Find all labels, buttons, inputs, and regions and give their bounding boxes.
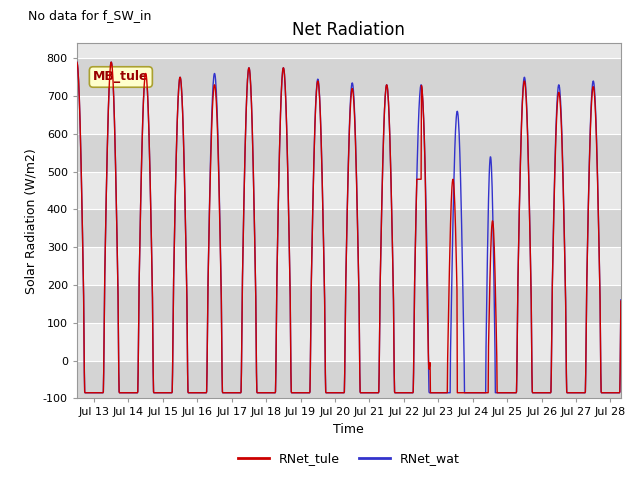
RNet_wat [493, 390, 501, 396]
Y-axis label: Solar Radiation (W/m2): Solar Radiation (W/m2) [24, 148, 37, 294]
Bar [77, 58, 621, 96]
RNet_wat [302, 390, 310, 396]
Bar [77, 247, 621, 285]
RNet_tule [136, 256, 143, 262]
RNet_tule [302, 390, 310, 396]
RNet_tule [273, 274, 281, 280]
RNet_tule [499, 390, 507, 396]
Text: No data for f_SW_in: No data for f_SW_in [28, 9, 151, 22]
RNet_tule [73, 59, 81, 65]
Bar [77, 285, 621, 323]
Bar [77, 209, 621, 247]
RNet_wat [56, 390, 63, 396]
RNet_wat [273, 274, 281, 280]
RNet_wat [136, 256, 143, 262]
Title: Net Radiation: Net Radiation [292, 21, 405, 39]
Bar [77, 134, 621, 172]
X-axis label: Time: Time [333, 423, 364, 436]
Line: RNet_wat: RNet_wat [60, 62, 627, 393]
Legend: RNet_tule, RNet_wat: RNet_tule, RNet_wat [233, 447, 465, 470]
Bar [77, 323, 621, 360]
Bar [77, 96, 621, 134]
RNet_tule [56, 390, 63, 396]
RNet_tule [623, 84, 631, 90]
RNet_wat [499, 390, 507, 396]
RNet_wat [73, 59, 81, 65]
Text: MB_tule: MB_tule [93, 71, 148, 84]
Bar [77, 172, 621, 209]
RNet_tule [580, 390, 588, 396]
Line: RNet_tule: RNet_tule [60, 62, 627, 393]
Bar [77, 360, 621, 398]
RNet_tule [493, 390, 501, 396]
RNet_wat [623, 79, 631, 84]
RNet_wat [580, 390, 588, 396]
